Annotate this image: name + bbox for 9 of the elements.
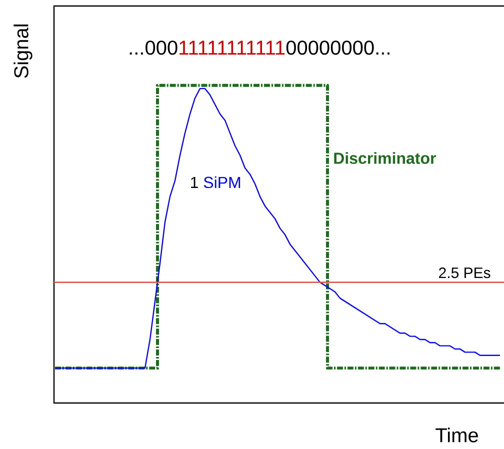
series-label: SiPM: [204, 176, 240, 188]
annotation: 1: [191, 176, 198, 188]
series-label: Discriminator: [334, 152, 436, 164]
ref-line-label: 2.5 PEs: [439, 267, 490, 278]
y-axis-title: Signal: [14, 24, 32, 78]
text: 11111111111: [180, 40, 285, 55]
text: ...000: [130, 40, 178, 55]
text: 00000000...: [286, 40, 390, 55]
x-axis-title: Time: [436, 428, 478, 442]
